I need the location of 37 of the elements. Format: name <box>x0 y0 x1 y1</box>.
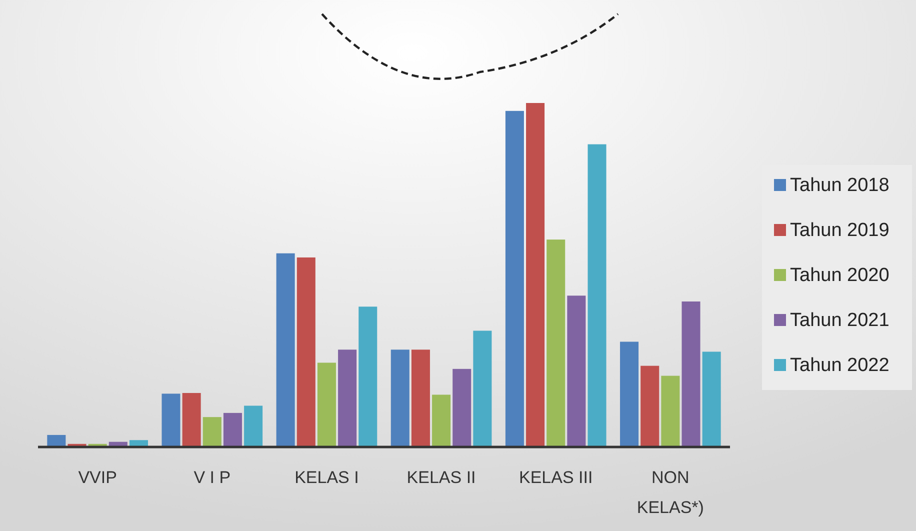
bar <box>223 412 242 447</box>
legend-label: Tahun 2020 <box>790 265 890 286</box>
x-tick-label: NON KELAS*) <box>636 468 704 517</box>
x-tick-label: V I P <box>194 468 231 487</box>
legend-label: Tahun 2018 <box>790 175 890 196</box>
bar <box>276 253 295 447</box>
bar <box>473 330 492 447</box>
bar <box>411 350 430 447</box>
bar <box>358 306 378 447</box>
bar <box>620 342 639 447</box>
bar <box>526 103 545 447</box>
bar <box>661 376 680 447</box>
bar <box>588 144 606 447</box>
bar <box>432 394 451 447</box>
bar <box>296 257 316 447</box>
legend-label: Tahun 2021 <box>790 310 890 331</box>
bar <box>338 350 357 447</box>
legend-label: Tahun 2022 <box>790 355 890 376</box>
bar <box>47 434 66 447</box>
bar <box>546 240 566 447</box>
bar <box>702 352 721 447</box>
bar <box>317 362 336 447</box>
bar <box>452 368 472 447</box>
x-tick-label: VVIP <box>78 468 117 487</box>
legend-label: Tahun 2019 <box>790 220 890 241</box>
bar <box>390 350 410 447</box>
bar <box>202 417 222 447</box>
x-tick-label: KELAS III <box>519 468 593 487</box>
bar <box>682 301 700 447</box>
x-tick-label: KELAS II <box>406 468 476 487</box>
bar <box>182 392 201 447</box>
x-tick-label: KELAS I <box>294 468 359 487</box>
bar <box>162 394 180 447</box>
bar <box>640 366 660 447</box>
bar <box>505 110 524 447</box>
bar <box>244 406 263 447</box>
bar <box>567 296 586 447</box>
